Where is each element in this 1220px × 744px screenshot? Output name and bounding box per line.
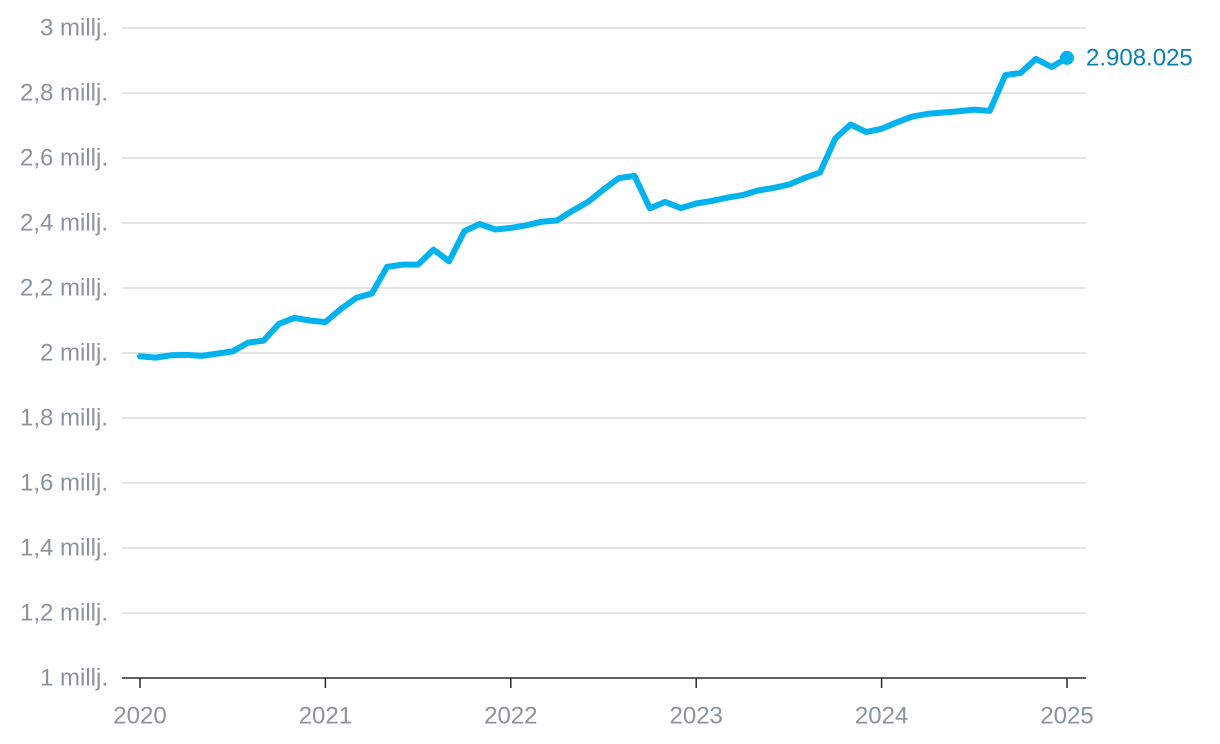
y-tick-label: 1 millj. — [40, 665, 108, 692]
y-axis: 1 millj. 1,2 millj. 1,4 millj. 1,6 millj. 1,… — [20, 15, 108, 692]
y-tick-label: 2 millj. — [40, 340, 108, 367]
end-point-marker — [1060, 50, 1074, 65]
x-tick-label: 2020 — [113, 703, 166, 730]
series-line — [137, 54, 1070, 361]
y-tick-label: 2,6 millj. — [20, 145, 108, 172]
y-tick-label: 2,8 millj. — [20, 80, 108, 107]
y-tick-label: 1,8 millj. — [20, 405, 108, 432]
x-tick-label: 2022 — [484, 703, 537, 730]
series-layer: 2.908.025 — [137, 44, 1193, 361]
x-tick-label: 2025 — [1040, 703, 1093, 730]
x-tick-label: 2023 — [670, 703, 723, 730]
y-tick-label: 2,2 millj. — [20, 275, 108, 302]
x-tick-label: 2021 — [299, 703, 352, 730]
gridlines — [122, 27, 1086, 614]
y-tick-label: 1,4 millj. — [20, 535, 108, 562]
y-tick-label: 2,4 millj. — [20, 210, 108, 237]
y-tick-label: 1,2 millj. — [20, 600, 108, 627]
end-value-label: 2.908.025 — [1086, 44, 1193, 71]
y-tick-label: 1,6 millj. — [20, 470, 108, 497]
x-axis: 2020 2021 2022 2023 2024 2025 — [113, 677, 1094, 730]
x-tick-label: 2024 — [855, 703, 908, 730]
y-tick-label: 3 millj. — [40, 15, 108, 42]
